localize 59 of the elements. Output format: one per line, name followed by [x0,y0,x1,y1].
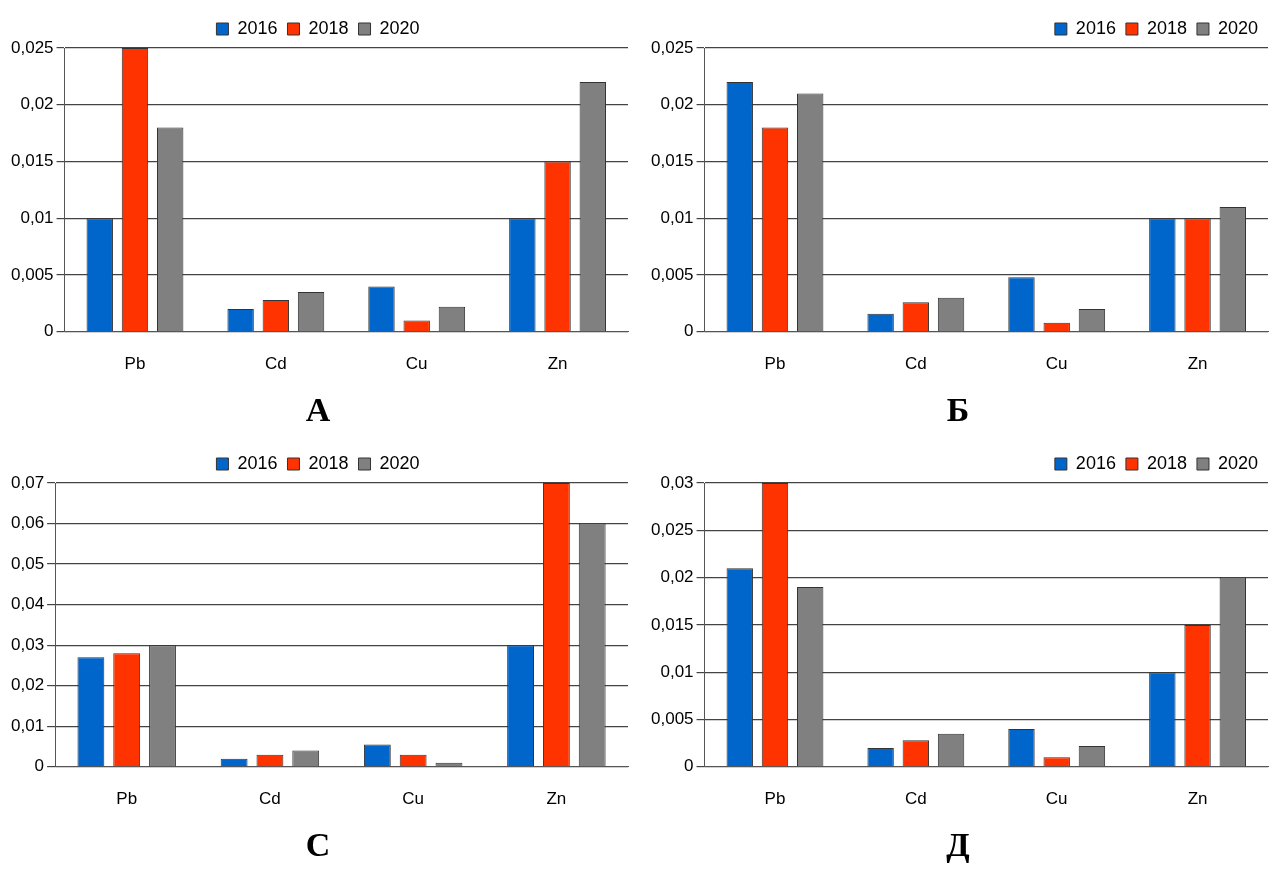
legend-label: 2020 [1217,452,1258,473]
x-tick-label: Cu [1045,788,1068,808]
y-tick-label: 0,025 [650,519,694,539]
y-tick-label: 0,025 [10,37,54,57]
y-tick-label: 0 [34,756,45,776]
y-tick-label: 0,015 [650,151,694,171]
y-tick-label: 0,02 [20,94,54,114]
legend-label: 2016 [1075,17,1116,38]
y-tick-label: 0,01 [10,715,45,735]
legend-label: 2020 [379,452,420,473]
x-tick-label: Cu [402,788,425,808]
x-tick-label: Zn [546,788,567,808]
y-tick-label: 0,01 [660,207,694,227]
y-tick-label: 0,02 [660,94,694,114]
y-tick-label: 0,02 [10,675,45,695]
legend-label: 2016 [1075,452,1116,473]
x-tick-label: Cd [259,788,281,808]
legend-label: 2018 [308,17,349,38]
text: Б [946,391,970,429]
legend-label: 2016 [237,452,278,473]
y-tick-label: 0,01 [660,661,694,681]
x-tick-label: Pb [116,788,138,808]
x-tick-label: Zn [1187,353,1208,373]
x-tick-label: Cu [405,353,428,373]
x-tick-label: Cu [1045,353,1068,373]
y-tick-label: 0,03 [660,472,694,492]
text: С [305,826,331,864]
x-tick-label: Zn [547,353,568,373]
y-tick-label: 0,005 [10,264,54,284]
legend-label: 2016 [237,17,278,38]
y-tick-label: 0,03 [10,634,45,654]
y-tick-label: 0,005 [650,709,694,729]
legend-label: 2018 [1146,17,1187,38]
x-tick-label: Cd [904,353,927,373]
y-tick-label: 0 [684,321,694,341]
x-tick-label: Pb [764,353,786,373]
legend-label: 2018 [1146,452,1187,473]
x-tick-label: Pb [764,788,786,808]
x-tick-label: Pb [124,353,146,373]
text: Д [946,826,970,864]
y-tick-label: 0,05 [10,553,45,573]
y-tick-label: 0,06 [10,513,45,533]
x-tick-label: Cd [904,788,927,808]
y-tick-label: 0,025 [650,37,694,57]
legend-label: 2020 [379,17,420,38]
y-tick-label: 0,01 [20,207,54,227]
y-tick-label: 0,04 [10,594,45,614]
x-tick-label: Zn [1187,788,1208,808]
legend-label: 2018 [308,452,349,473]
text: А [305,391,331,429]
y-tick-label: 0,015 [10,151,54,171]
x-tick-label: Cd [264,353,287,373]
y-tick-label: 0,005 [650,264,694,284]
y-tick-label: 0,07 [10,472,45,492]
y-tick-label: 0 [684,756,694,776]
y-tick-label: 0,015 [650,614,694,634]
y-tick-label: 0 [44,321,54,341]
legend-label: 2020 [1217,17,1258,38]
y-tick-label: 0,02 [660,567,694,587]
